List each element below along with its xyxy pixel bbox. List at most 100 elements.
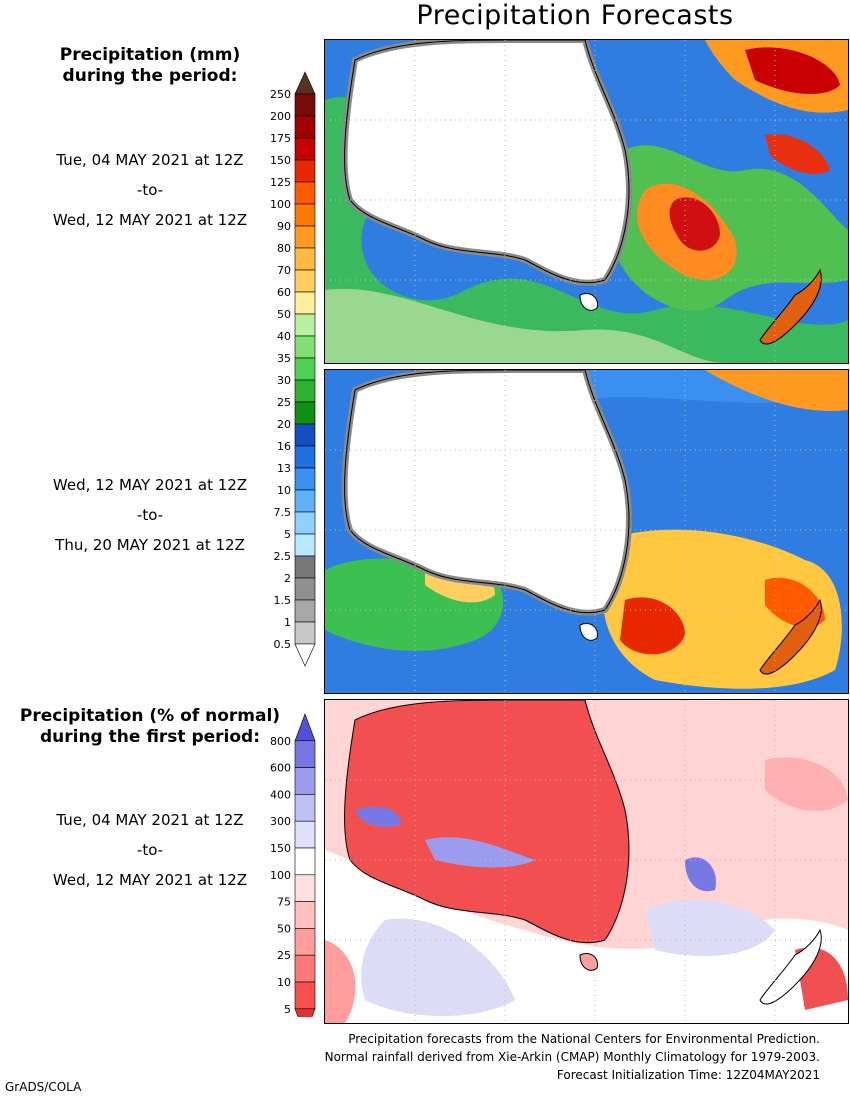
mm-scale-swatch bbox=[294, 115, 316, 139]
footer-line-3: Forecast Initialization Time: 12Z04MAY20… bbox=[556, 1068, 820, 1082]
pct-scale-tick-label: 10 bbox=[277, 976, 291, 989]
mm-scale-tick-label: 30 bbox=[277, 374, 291, 387]
mm-scale-swatch bbox=[294, 247, 316, 271]
mm-scale-swatch bbox=[294, 269, 316, 293]
pct-scale-tick-label: 150 bbox=[270, 842, 291, 855]
pct-scale-tick-label: 100 bbox=[270, 869, 291, 882]
mm-scale-tick-label: 250 bbox=[270, 88, 291, 101]
mm-scale-swatch bbox=[294, 621, 316, 645]
mm-scale-swatch bbox=[294, 203, 316, 227]
mm-scale-tick-label: 80 bbox=[277, 242, 291, 255]
pct-heading-line-2: during the first period: bbox=[39, 727, 261, 747]
map-panel-period-1 bbox=[324, 39, 849, 364]
pct-scale-arrow-bottom bbox=[294, 1008, 316, 1017]
map-panel-period-2 bbox=[324, 369, 849, 694]
pct-scale-swatch bbox=[294, 901, 316, 929]
mm-scale-swatch bbox=[294, 555, 316, 579]
period-pct-from: Tue, 04 MAY 2021 at 12Z bbox=[56, 811, 244, 829]
mm-scale-arrow-top bbox=[294, 71, 316, 95]
pct-scale-tick-label: 75 bbox=[277, 896, 291, 909]
period-pct-label: Tue, 04 MAY 2021 at 12Z -to- Wed, 12 MAY… bbox=[0, 805, 300, 895]
period-1-to: -to- bbox=[136, 181, 164, 199]
period-2-from: Wed, 12 MAY 2021 at 12Z bbox=[52, 476, 248, 494]
pct-scale-tick-label: 25 bbox=[277, 949, 291, 962]
mm-scale-swatch bbox=[294, 159, 316, 183]
period-pct-until: Wed, 12 MAY 2021 at 12Z bbox=[52, 871, 248, 889]
footer-line-1: Precipitation forecasts from the Nationa… bbox=[348, 1032, 820, 1046]
mm-scale-tick-label: 40 bbox=[277, 330, 291, 343]
mm-scale-tick-label: 50 bbox=[277, 308, 291, 321]
pct-heading-line-1: Precipitation (% of normal) bbox=[19, 706, 281, 726]
mm-scale-swatch bbox=[294, 225, 316, 249]
pct-scale-tick-label: 5 bbox=[284, 1003, 291, 1016]
pct-color-scale: 800 600 400 300 150 100 75 50 25 10 5 bbox=[270, 713, 316, 1017]
mm-scale-swatch bbox=[294, 335, 316, 359]
mm-scale-tick-label: 1 bbox=[284, 616, 291, 629]
mm-scale-swatch bbox=[294, 313, 316, 337]
pct-scale-tick-label: 50 bbox=[277, 922, 291, 935]
pct-scale-swatch bbox=[294, 794, 316, 822]
pct-scale-swatch bbox=[294, 874, 316, 902]
pct-scale-swatch bbox=[294, 740, 316, 768]
pct-scale-tick-label: 600 bbox=[270, 762, 291, 775]
mm-scale-swatch bbox=[294, 401, 316, 425]
period-2-to: -to- bbox=[136, 506, 164, 524]
pct-scale-swatch bbox=[294, 767, 316, 795]
period-2-until: Thu, 20 MAY 2021 at 12Z bbox=[55, 536, 245, 554]
mm-scale-swatch bbox=[294, 137, 316, 161]
period-pct-to: -to- bbox=[136, 841, 164, 859]
mm-scale-tick-label: 7.5 bbox=[274, 506, 292, 519]
mm-scale-tick-label: 2 bbox=[284, 572, 291, 585]
pct-scale-swatch bbox=[294, 954, 316, 983]
period-1-from: Tue, 04 MAY 2021 at 12Z bbox=[56, 151, 244, 169]
mm-scale-tick-label: 125 bbox=[270, 176, 291, 189]
mm-scale-swatch bbox=[294, 445, 316, 469]
mm-scale-tick-label: 200 bbox=[270, 110, 291, 123]
map-panel-percent-normal bbox=[324, 699, 849, 1024]
period-2-label: Wed, 12 MAY 2021 at 12Z -to- Thu, 20 MAY… bbox=[0, 470, 300, 560]
page-title: Precipitation Forecasts bbox=[416, 0, 734, 31]
mm-scale-tick-label: 10 bbox=[277, 484, 291, 497]
mm-scale-swatch bbox=[294, 467, 316, 491]
mm-scale-swatch bbox=[294, 291, 316, 315]
mm-scale-swatch bbox=[294, 93, 316, 117]
mm-heading-line-2: during the period: bbox=[62, 66, 238, 86]
mm-scale-tick-label: 20 bbox=[277, 418, 291, 431]
pct-scale-swatch bbox=[294, 820, 316, 849]
period-1-label: Tue, 04 MAY 2021 at 12Z -to- Wed, 12 MAY… bbox=[0, 145, 300, 235]
mm-scale-tick-label: 100 bbox=[270, 198, 291, 211]
mm-scale-swatch bbox=[294, 489, 316, 513]
period-1-until: Wed, 12 MAY 2021 at 12Z bbox=[52, 211, 248, 229]
pct-scale-swatch bbox=[294, 928, 316, 956]
mm-scale-arrow-bottom bbox=[294, 643, 316, 667]
mm-scale-swatch bbox=[294, 379, 316, 403]
mm-scale-swatch bbox=[294, 357, 316, 381]
mm-scale-tick-label: 5 bbox=[284, 528, 291, 541]
precip-map-2 bbox=[325, 370, 848, 693]
footer-notes: Precipitation forecasts from the Nationa… bbox=[325, 1030, 820, 1084]
mm-scale-tick-label: 16 bbox=[277, 440, 291, 453]
mm-scale-swatch bbox=[294, 511, 316, 535]
credit-label: GrADS/COLA bbox=[5, 1080, 82, 1094]
pct-legend-heading: Precipitation (% of normal) during the f… bbox=[0, 706, 300, 748]
mm-scale-swatch bbox=[294, 577, 316, 601]
mm-scale-tick-label: 70 bbox=[277, 264, 291, 277]
pct-scale-swatch bbox=[294, 981, 316, 1010]
mm-scale-swatch bbox=[294, 423, 316, 447]
mm-scale-swatch bbox=[294, 599, 316, 623]
mm-heading-line-1: Precipitation (mm) bbox=[59, 45, 241, 65]
mm-scale-tick-label: 0.5 bbox=[274, 638, 292, 651]
percent-normal-map bbox=[325, 700, 848, 1023]
pct-scale-arrow-top bbox=[294, 713, 316, 742]
footer-line-2: Normal rainfall derived from Xie-Arkin (… bbox=[324, 1050, 820, 1064]
pct-scale-tick-label: 300 bbox=[270, 815, 291, 828]
mm-color-scale: 2502001751501251009080706050403530252016… bbox=[270, 71, 316, 667]
mm-scale-tick-label: 35 bbox=[277, 352, 291, 365]
mm-scale-swatch bbox=[294, 181, 316, 205]
mm-scale-swatch bbox=[294, 533, 316, 557]
mm-scale-tick-label: 13 bbox=[277, 462, 291, 475]
mm-scale-tick-label: 150 bbox=[270, 154, 291, 167]
mm-legend-heading: Precipitation (mm) during the period: bbox=[0, 45, 300, 87]
mm-scale-tick-label: 2.5 bbox=[274, 550, 292, 563]
precip-map-1 bbox=[325, 40, 848, 363]
